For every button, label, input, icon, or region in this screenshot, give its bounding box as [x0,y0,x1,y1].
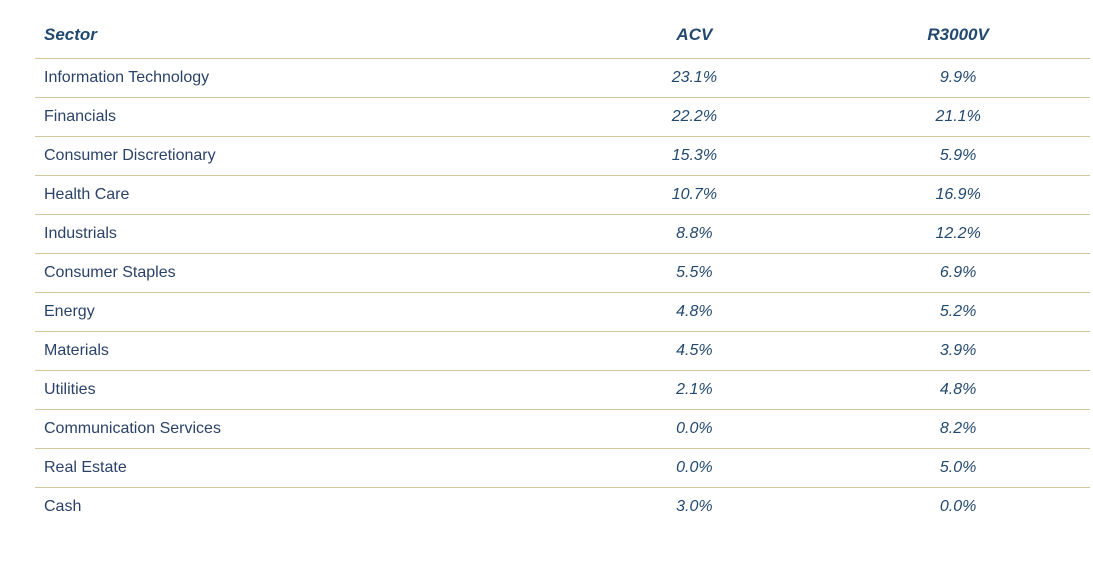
r3000v-cell: 5.0% [826,448,1090,488]
acv-cell: 4.5% [562,331,827,371]
table-row: Cash 3.0% 0.0% [35,487,1090,526]
sector-cell: Information Technology [35,58,563,98]
sector-weights-table-container: Sector ACV R3000V Information Technology… [35,12,1090,526]
sector-cell: Health Care [35,175,563,215]
table-row: Communication Services 0.0% 8.2% [35,409,1090,449]
sector-cell: Consumer Staples [35,253,563,293]
sector-weights-table: Sector ACV R3000V Information Technology… [35,12,1090,526]
column-header-r3000v: R3000V [826,12,1090,59]
r3000v-cell: 8.2% [826,409,1090,449]
r3000v-cell: 0.0% [939,497,977,515]
r3000v-cell: 12.2% [826,214,1090,254]
acv-cell: 23.1% [562,58,827,98]
acv-cell: 0.0% [562,448,827,488]
table-row: Information Technology 23.1% 9.9% [35,58,1090,98]
sector-cell: Communication Services [35,409,563,449]
table-body: Information Technology 23.1% 9.9% Financ… [35,58,1090,526]
sector-cell: Energy [35,292,563,332]
r3000v-cell: 6.9% [826,253,1090,293]
acv-cell: 15.3% [562,136,827,176]
r3000v-cell: 9.9% [826,58,1090,98]
r3000v-cell: 16.9% [826,175,1090,215]
sector-cell: Industrials [35,214,563,254]
table-row: Industrials 8.8% 12.2% [35,214,1090,254]
acv-cell: 22.2% [562,97,827,137]
acv-cell: 8.8% [562,214,827,254]
table-row: Consumer Discretionary 15.3% 5.9% [35,136,1090,176]
sector-cell: Consumer Discretionary [35,136,563,176]
sector-cell: Utilities [35,370,563,410]
table-row: Utilities 2.1% 4.8% [35,370,1090,410]
sector-cell: Cash [44,497,82,515]
acv-cell: 0.0% [562,409,827,449]
r3000v-cell: 4.8% [826,370,1090,410]
sector-cell: Real Estate [35,448,563,488]
table-row: Materials 4.5% 3.9% [35,331,1090,371]
sector-cell: Materials [35,331,563,371]
header-row: Sector ACV R3000V [35,12,1090,59]
column-header-acv: ACV [562,12,827,59]
table-row: Financials 22.2% 21.1% [35,97,1090,137]
r3000v-cell: 21.1% [826,97,1090,137]
r3000v-cell: 5.9% [826,136,1090,176]
acv-cell: 10.7% [562,175,827,215]
table-row: Consumer Staples 5.5% 6.9% [35,253,1090,293]
acv-cell: 5.5% [562,253,827,293]
table-row: Health Care 10.7% 16.9% [35,175,1090,215]
table-row: Real Estate 0.0% 5.0% [35,448,1090,488]
column-header-sector: Sector [35,12,563,59]
table-header: Sector ACV R3000V [35,12,1090,59]
table-row: Energy 4.8% 5.2% [35,292,1090,332]
acv-cell: 2.1% [562,370,827,410]
acv-cell: 4.8% [562,292,827,332]
acv-cell: 3.0% [676,497,713,515]
r3000v-cell: 3.9% [826,331,1090,371]
r3000v-cell: 5.2% [826,292,1090,332]
sector-cell: Financials [35,97,563,137]
